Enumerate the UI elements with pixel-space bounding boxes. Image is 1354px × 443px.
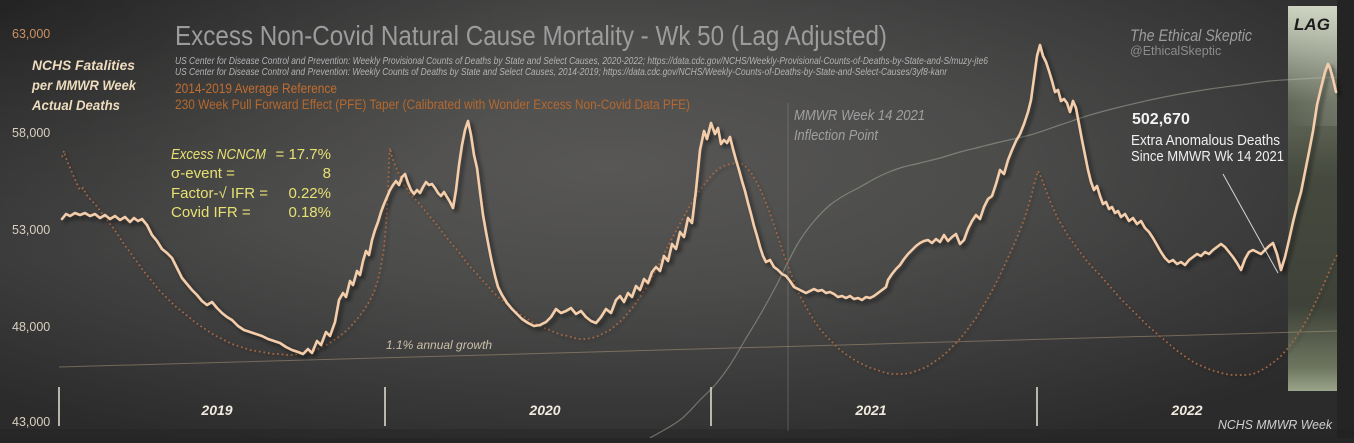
- svg-text:8: 8: [323, 165, 331, 182]
- svg-text:58,000: 58,000: [12, 126, 50, 140]
- svg-text:502,670: 502,670: [1132, 111, 1190, 128]
- svg-text:US Center for Disease Control: US Center for Disease Control and Preven…: [175, 55, 988, 67]
- svg-text:Since MMWR Wk 14 2021: Since MMWR Wk 14 2021: [1131, 149, 1284, 165]
- svg-text:Excess NCNCM: Excess NCNCM: [171, 146, 266, 163]
- svg-text:43,000: 43,000: [12, 415, 50, 429]
- svg-text:2022: 2022: [1170, 402, 1202, 418]
- svg-text:2019: 2019: [200, 402, 232, 418]
- svg-text:LAG: LAG: [1294, 15, 1330, 34]
- svg-text:2020: 2020: [528, 402, 560, 418]
- svg-text:63,000: 63,000: [12, 27, 50, 41]
- svg-text:Actual Deaths: Actual Deaths: [31, 97, 120, 113]
- svg-text:NCHS MMWR Week: NCHS MMWR Week: [1218, 417, 1333, 432]
- svg-text:Factor-√ IFR =: Factor-√ IFR =: [171, 185, 268, 202]
- svg-text:0.18%: 0.18%: [288, 204, 331, 221]
- svg-text:per MMWR Week: per MMWR Week: [31, 77, 137, 93]
- svg-text:2014-2019 Average Reference: 2014-2019 Average Reference: [175, 81, 337, 96]
- svg-text:53,000: 53,000: [12, 223, 50, 237]
- svg-text:Extra Anomalous Deaths: Extra Anomalous Deaths: [1131, 133, 1280, 149]
- svg-text:Covid IFR =: Covid IFR =: [171, 204, 251, 221]
- svg-text:NCHS Fatalities: NCHS Fatalities: [32, 57, 135, 73]
- svg-text:@EthicalSkeptic: @EthicalSkeptic: [1130, 44, 1221, 58]
- svg-text:Inflection Point: Inflection Point: [794, 127, 879, 144]
- svg-text:US Center for Disease Control: US Center for Disease Control and Preven…: [175, 66, 947, 78]
- svg-text:Excess Non-Covid Natural Cause: Excess Non-Covid Natural Cause Mortality…: [175, 20, 887, 51]
- svg-text:0.22%: 0.22%: [288, 185, 331, 202]
- svg-text:48,000: 48,000: [12, 320, 50, 334]
- svg-text:σ-event =: σ-event =: [171, 165, 235, 182]
- svg-text:= 17.7%: = 17.7%: [276, 146, 331, 163]
- svg-text:1.1% annual growth: 1.1% annual growth: [386, 338, 492, 352]
- svg-text:2021: 2021: [854, 402, 886, 418]
- svg-text:The Ethical Skeptic: The Ethical Skeptic: [1130, 26, 1252, 45]
- svg-text:230 Week Pull Forward Effect (: 230 Week Pull Forward Effect (PFE) Taper…: [175, 97, 690, 112]
- svg-text:MMWR Week 14 2021: MMWR Week 14 2021: [794, 107, 925, 124]
